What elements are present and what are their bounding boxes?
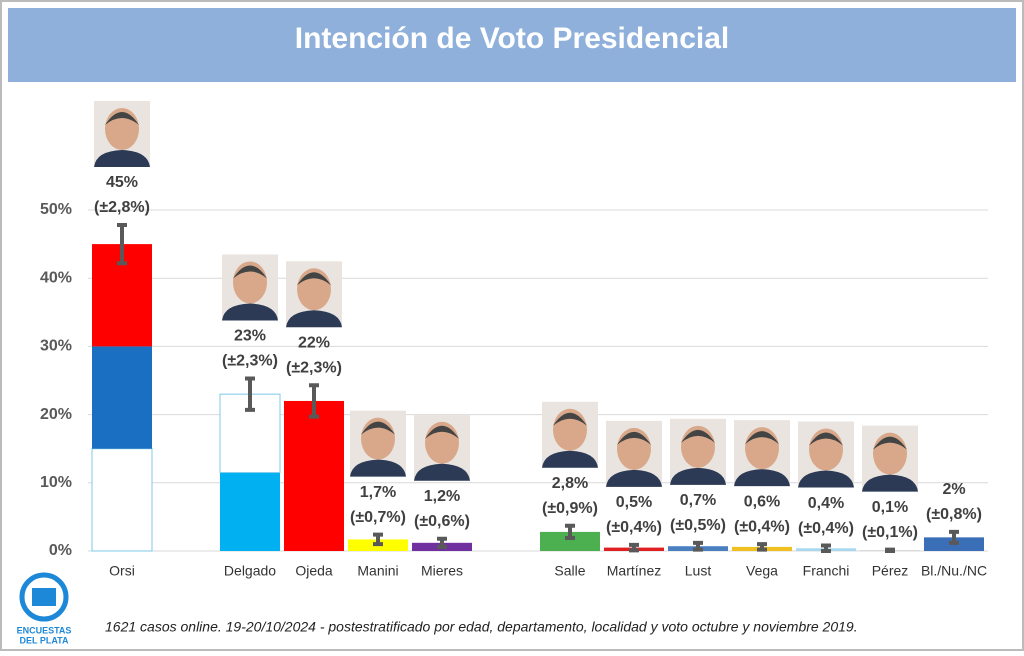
- error-label: (±0,5%): [670, 517, 726, 534]
- value-label: 0,7%: [680, 492, 716, 509]
- portrait-hair: [745, 431, 779, 445]
- portrait-body: [286, 310, 342, 328]
- error-label: (±0,4%): [734, 518, 790, 535]
- logo-text: DEL PLATA: [20, 635, 69, 645]
- portrait-hair: [617, 431, 651, 445]
- value-label: 1,2%: [424, 488, 460, 505]
- portrait-body: [222, 303, 278, 321]
- y-tick-label: 40%: [40, 269, 72, 286]
- portrait-hair: [809, 432, 843, 446]
- error-bar: [949, 529, 959, 545]
- portrait-hair: [297, 272, 331, 286]
- value-label: 0,6%: [744, 493, 780, 510]
- value-label: 2%: [942, 481, 965, 498]
- x-tick-label: Pérez: [872, 563, 909, 579]
- error-bar: [309, 383, 319, 419]
- bar-segment: [540, 531, 600, 551]
- y-tick-label: 10%: [40, 474, 72, 491]
- portrait-body: [542, 450, 598, 468]
- error-label: (±0,6%): [414, 513, 470, 530]
- y-tick-label: 30%: [40, 338, 72, 355]
- portrait-hair: [425, 425, 459, 439]
- x-tick-label: Delgado: [224, 563, 276, 579]
- error-label: (±2,3%): [286, 359, 342, 376]
- portrait-body: [798, 470, 854, 488]
- x-tick-label: Martínez: [607, 563, 661, 579]
- portrait-body: [94, 150, 150, 168]
- portrait-body: [670, 467, 726, 485]
- value-label: 0,1%: [872, 499, 908, 516]
- portrait-body: [862, 474, 918, 492]
- y-tick-label: 0%: [49, 542, 72, 559]
- bar-segment: [91, 448, 153, 552]
- x-tick-label: Bl./Nu./NC: [921, 563, 987, 579]
- error-label: (±0,1%): [862, 524, 918, 541]
- portrait-hair: [681, 429, 715, 443]
- x-tick-label: Lust: [685, 563, 712, 579]
- x-tick-label: Franchi: [803, 563, 850, 579]
- portrait-hair: [361, 421, 395, 435]
- logo: ENCUESTAS DEL PLATA: [17, 572, 72, 645]
- error-label: (±2,8%): [94, 199, 150, 216]
- value-label: 2,8%: [552, 475, 588, 492]
- x-tick-label: Salle: [554, 563, 585, 579]
- portrait-body: [414, 463, 470, 481]
- bar-segment: [220, 472, 280, 551]
- portrait-hair: [553, 412, 587, 426]
- error-bar: [565, 523, 575, 541]
- portrait-body: [606, 469, 662, 487]
- error-bar: [373, 532, 383, 547]
- value-label: 1,7%: [360, 484, 396, 501]
- error-bar: [117, 223, 127, 266]
- bar-segment: [284, 400, 344, 551]
- error-label: (±0,9%): [542, 500, 598, 517]
- value-label: 0,4%: [808, 495, 844, 512]
- footnote: 1621 casos online. 19-20/10/2024 - poste…: [105, 619, 858, 635]
- title-bar: [8, 8, 1016, 82]
- value-label: 22%: [298, 334, 330, 351]
- chart-title: Intención de Voto Presidencial: [295, 22, 730, 55]
- error-bar: [629, 542, 639, 553]
- portrait-hair: [105, 112, 139, 126]
- y-tick-label: 50%: [40, 201, 72, 218]
- error-bar: [245, 376, 255, 412]
- error-label: (±2,3%): [222, 353, 278, 370]
- x-tick-label: Orsi: [109, 563, 135, 579]
- logo-box: [32, 588, 56, 606]
- error-bar: [821, 543, 831, 553]
- error-bar: [885, 547, 895, 553]
- logo-ring: [19, 572, 69, 622]
- error-label: (±0,8%): [926, 506, 982, 523]
- y-tick-label: 20%: [40, 406, 72, 423]
- portrait-body: [350, 459, 406, 477]
- error-bar: [437, 536, 447, 549]
- error-label: (±0,4%): [606, 519, 662, 536]
- bar-segment: [92, 346, 152, 449]
- x-tick-label: Mieres: [421, 563, 463, 579]
- error-bar: [757, 542, 767, 552]
- error-label: (±0,7%): [350, 509, 406, 526]
- portrait-body: [734, 469, 790, 487]
- portrait-hair: [873, 436, 907, 450]
- portrait-hair: [233, 265, 267, 279]
- error-label: (±0,4%): [798, 520, 854, 537]
- error-bar: [693, 540, 703, 552]
- x-tick-label: Ojeda: [295, 563, 333, 579]
- value-label: 45%: [106, 174, 138, 191]
- x-tick-label: Manini: [357, 563, 398, 579]
- logo-text: ENCUESTAS: [17, 625, 72, 635]
- x-tick-label: Vega: [746, 563, 778, 579]
- value-label: 0,5%: [616, 494, 652, 511]
- value-label: 23%: [234, 328, 266, 345]
